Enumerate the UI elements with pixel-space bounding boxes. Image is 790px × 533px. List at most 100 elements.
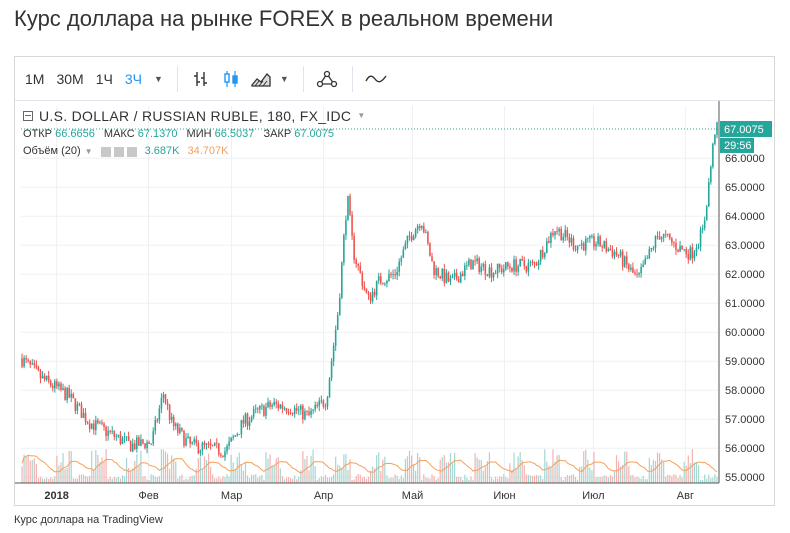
interval-3h-button[interactable]: 3Ч (124, 70, 142, 87)
volume-bar (636, 476, 638, 483)
volume-legend: Объём (20) ▼ 3.687K 34.707K (23, 146, 366, 157)
open-label: ОТКР (23, 128, 53, 140)
volume-bar (673, 474, 675, 483)
remove-indicator-icon[interactable] (126, 146, 137, 157)
interval-1m-button[interactable]: 1M (25, 70, 45, 87)
settings-indicator-icon[interactable] (113, 146, 124, 157)
candle-body (203, 442, 206, 445)
volume-bar (574, 476, 577, 483)
candle-body (21, 358, 23, 367)
candle-body (189, 436, 191, 444)
candle-body (548, 241, 550, 243)
volume-bar (480, 459, 482, 483)
area-chart-icon[interactable] (250, 68, 272, 90)
candle-body (115, 436, 118, 438)
volume-bar (66, 467, 68, 483)
countdown-tag-text: 29:56 (724, 140, 752, 152)
volume-bar (294, 475, 296, 483)
chart-area[interactable]: 55.0000 56.0000 57.0000 58.0000 59.0000 60.00… (15, 101, 776, 507)
candle-body (90, 423, 93, 429)
volume-bar (193, 475, 195, 483)
candlestick-chart[interactable]: 55.0000 56.0000 57.0000 58.0000 59.0000 60.00… (15, 101, 776, 507)
page-title: Курс доллара на рынке FOREX в реальном в… (14, 6, 554, 31)
candle-body (386, 280, 388, 284)
candle-body (291, 413, 294, 415)
candle-body (234, 435, 237, 437)
volume-bar (663, 462, 665, 483)
volume-bar (640, 478, 642, 483)
candle-body (716, 122, 718, 135)
candle-body (164, 394, 167, 403)
volume-bar (417, 452, 419, 483)
volume-bar (265, 452, 267, 483)
chart-caption[interactable]: Курс доллара на TradingView (14, 514, 163, 526)
candlestick-icon[interactable] (220, 68, 242, 90)
candle-body (671, 238, 673, 243)
candle-body (373, 291, 376, 296)
volume-bar (681, 477, 683, 483)
time-tick-label: Авг (677, 490, 694, 502)
volume-bar (341, 467, 343, 483)
candle-body (705, 206, 708, 221)
candle-body (330, 361, 333, 379)
volume-bar (214, 478, 216, 483)
volume-bar (43, 478, 46, 483)
volume-bar (449, 453, 452, 483)
candle-body (297, 409, 300, 411)
volume-bar (349, 459, 351, 483)
volume-bar (470, 476, 472, 483)
interval-1h-button[interactable]: 1Ч (95, 70, 113, 87)
volume-ma-value: 34.707K (187, 145, 229, 157)
indicators-icon[interactable] (316, 68, 338, 90)
volume-bar (52, 478, 54, 483)
symbol-menu-icon[interactable]: ▼ (357, 111, 366, 120)
candle-body (226, 445, 228, 452)
candle-body (511, 267, 513, 272)
hide-indicator-icon[interactable] (100, 146, 111, 157)
volume-bar (359, 474, 361, 483)
interval-30m-button[interactable]: 30M (56, 70, 84, 87)
chart-type-dropdown-icon[interactable]: ▼ (279, 73, 289, 84)
volume-bar (556, 455, 558, 483)
volume-bar (601, 476, 603, 483)
candle-body (230, 437, 232, 442)
volume-bar (708, 474, 710, 483)
candle-body (580, 243, 583, 246)
collapse-legend-icon[interactable] (23, 111, 33, 121)
candle-body (277, 403, 280, 409)
volume-bar (222, 476, 224, 483)
toolbar-divider (176, 65, 178, 92)
candle-body (669, 234, 671, 239)
bar-chart-icon[interactable] (190, 68, 212, 90)
volume-bar (324, 474, 327, 483)
volume-bar (464, 474, 466, 483)
candle-body (638, 273, 640, 275)
symbol-name: U.S. DOLLAR / RUSSIAN RUBLE, 180, FX_IDC (39, 108, 352, 124)
volume-bar (48, 479, 50, 483)
candle-body (646, 258, 649, 260)
time-tick-label: Фев (138, 490, 158, 502)
volume-menu-icon[interactable]: ▼ (84, 146, 93, 156)
candle-body (351, 214, 353, 236)
volume-bar (54, 476, 56, 483)
volume-bar (99, 462, 101, 483)
volume-bar (132, 468, 134, 483)
interval-dropdown-icon[interactable]: ▼ (153, 73, 163, 84)
candle-body (224, 451, 226, 458)
volume-bar (390, 477, 392, 483)
candle-body (43, 375, 46, 380)
compare-icon[interactable] (365, 68, 387, 90)
candle-body (595, 244, 597, 247)
volume-bar (576, 479, 579, 483)
candle-body (662, 234, 665, 238)
volume-bar (101, 457, 103, 483)
candle-body (287, 411, 290, 414)
volume-bar (253, 474, 255, 483)
candle-body (103, 423, 105, 427)
candle-body (576, 245, 579, 251)
volume-bar (230, 455, 232, 483)
volume-bar (458, 476, 460, 483)
candle-body (562, 236, 565, 241)
candle-body (459, 273, 462, 283)
volume-bar (505, 476, 507, 483)
